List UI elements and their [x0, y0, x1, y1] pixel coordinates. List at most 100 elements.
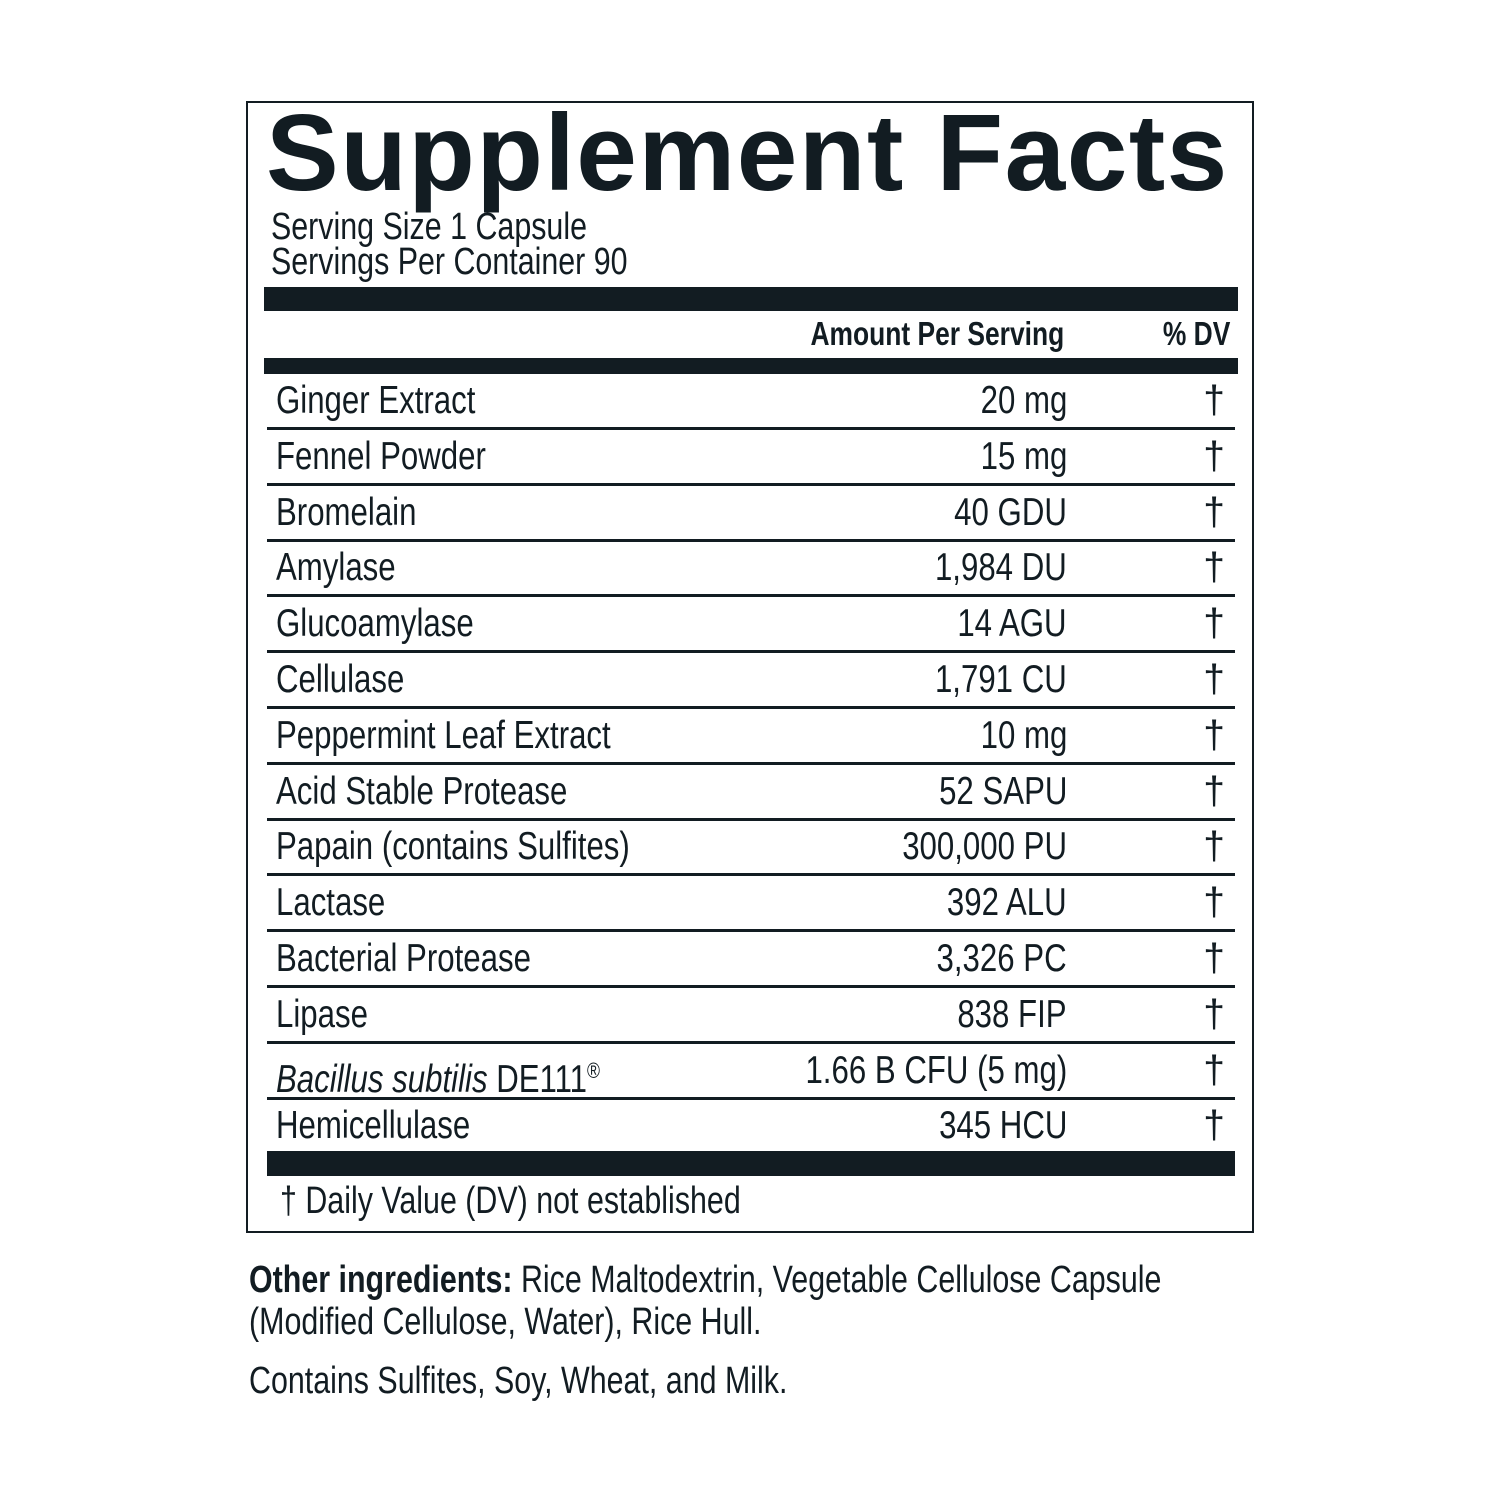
ingredient-name-italic: Bacillus subtilis [276, 1057, 488, 1101]
dagger-dv-mark: † [1203, 658, 1225, 701]
row-divider [267, 427, 1235, 430]
dagger-dv-mark: † [1203, 825, 1225, 869]
panel-title: Supplement Facts [266, 92, 1229, 214]
ingredient-name-text: Hemicellulase [276, 1104, 471, 1148]
other-ingredients-continued: (Modified Cellulose, Water), Rice Hull. [249, 1301, 890, 1343]
row-divider [267, 538, 1235, 542]
ingredient-amount: 300,000 PU [861, 826, 1067, 868]
ingredient-amount: 10 mg [959, 713, 1067, 757]
ingredient-name: Lactase [276, 882, 413, 924]
ingredient-name-text: DE111 [487, 1057, 587, 1101]
ingredient-name: Amylase [276, 547, 426, 589]
ingredient-name: Ginger Extract [276, 380, 525, 422]
other-ingredients-label: Other ingredients: [249, 1259, 513, 1301]
ingredient-name-text: Lactase [276, 881, 386, 925]
ingredient-name-text: Cellulase [276, 658, 405, 701]
serving-size-text: Serving Size 1 Capsule [271, 206, 587, 248]
thick-divider-top [264, 287, 1238, 311]
ingredient-row: Bromelain 40 GDU † [267, 486, 1235, 542]
ingredient-name-text: Papain (contains Sulfites) [276, 825, 630, 869]
ingredient-name-text: Acid Stable Protease [276, 769, 568, 813]
ingredient-row: Ginger Extract 20 mg † [267, 374, 1235, 430]
registered-mark: ® [586, 1057, 600, 1083]
amount-text: 14 AGU [957, 602, 1067, 646]
ingredient-name: Peppermint Leaf Extract [276, 713, 694, 757]
ingredient-row: Papain (contains Sulfites) 300,000 PU † [267, 820, 1235, 877]
supplement-facts-panel [246, 101, 1254, 1233]
ingredient-name: Bromelain [276, 490, 452, 534]
dagger-dv-mark: † [1203, 1048, 1225, 1092]
ingredient-name: Lipase [276, 993, 391, 1036]
ingredient-name: Fennel Powder [276, 435, 538, 478]
ingredient-amount: 14 AGU [930, 603, 1067, 645]
ingredient-row: Lipase 838 FIP † [267, 988, 1235, 1044]
ingredient-name: Glucoamylase [276, 603, 523, 645]
amount-text: 1,984 DU [935, 546, 1067, 590]
amount-header-text: Amount Per Serving [810, 315, 1064, 352]
ingredient-row: Glucoamylase 14 AGU † [267, 597, 1235, 654]
ingredient-name-text: Amylase [276, 546, 396, 590]
amount-text: 345 HCU [938, 1104, 1067, 1148]
row-divider [267, 873, 1235, 877]
dagger-dv-mark: † [1203, 992, 1225, 1036]
ingredient-name: Papain (contains Sulfites) [276, 826, 718, 868]
amount-text: 10 mg [980, 713, 1067, 757]
amount-text: 1,791 CU [935, 658, 1067, 701]
dagger-dv-mark: † [1203, 546, 1225, 590]
ingredient-row: Bacterial Protease 3,326 PC † [267, 932, 1235, 988]
ingredient-amount: 15 mg [959, 434, 1067, 478]
ingredient-name: Bacterial Protease [276, 938, 595, 980]
ingredient-amount: 838 FIP [930, 992, 1067, 1036]
other-ingredients-line1: Rice Maltodextrin, Vegetable Cellulose C… [512, 1259, 1162, 1301]
amount-text: 52 SAPU [938, 769, 1067, 813]
ingredient-amount: 52 SAPU [907, 769, 1067, 813]
serving-size: Serving Size 1 Capsule [271, 208, 666, 246]
amount-text: 3,326 PC [936, 937, 1067, 980]
ingredient-row: Lactase 392 ALU † [267, 876, 1235, 933]
ingredient-row: Acid Stable Protease 52 SAPU † [267, 765, 1235, 821]
allergen-statement: Contains Sulfites, Soy, Wheat, and Milk. [249, 1360, 922, 1402]
footnote: † Daily Value (DV) not established [280, 1180, 856, 1222]
ingredient-name-text: Bromelain [276, 490, 417, 534]
amount-text: 838 FIP [957, 992, 1067, 1036]
dagger-dv-mark: † [1203, 1104, 1225, 1148]
ingredient-amount: 345 HCU [907, 1105, 1067, 1147]
ingredient-amount: 1.66 B CFU (5 mg) [740, 1048, 1067, 1092]
ingredient-amount: 40 GDU [926, 490, 1067, 534]
ingredient-name: Cellulase [276, 659, 436, 701]
dagger-dv-mark: † [1203, 379, 1225, 422]
dagger-dv-mark: † [1203, 434, 1225, 478]
ingredient-row: Fennel Powder 15 mg † [267, 430, 1235, 486]
amount-text: 40 GDU [954, 490, 1067, 534]
ingredient-name: Acid Stable Protease [276, 769, 640, 813]
row-divider [267, 1040, 1235, 1044]
ingredient-row: Amylase 1,984 DU † [267, 541, 1235, 598]
row-divider [267, 650, 1235, 654]
dagger-dv-mark: † [1203, 602, 1225, 646]
ingredient-name-text: Peppermint Leaf Extract [276, 713, 611, 757]
amount-text: 15 mg [980, 434, 1067, 478]
ingredient-amount: 1,984 DU [902, 547, 1067, 589]
amount-text: 392 ALU [947, 881, 1067, 925]
dagger-dv-mark: † [1203, 769, 1225, 813]
ingredient-name: Bacillus subtilis DE111® [276, 1050, 681, 1101]
ingredient-amount: 392 ALU [917, 882, 1067, 924]
amount-text: 300,000 PU [902, 825, 1067, 869]
row-divider [267, 929, 1235, 933]
dagger-dv-mark: † [1203, 490, 1225, 534]
ingredient-row: Hemicellulase 345 HCU † [267, 1099, 1235, 1155]
ingredient-name-text: Glucoamylase [276, 602, 474, 646]
row-divider [267, 594, 1235, 598]
dagger-dv-mark: † [1203, 937, 1225, 980]
row-divider [267, 817, 1235, 821]
dagger-dv-mark: † [1203, 881, 1225, 925]
footnote-text: † Daily Value (DV) not established [280, 1180, 741, 1222]
other-ingredients: Other ingredients: Rice Maltodextrin, Ve… [249, 1259, 1390, 1301]
row-divider [267, 482, 1235, 486]
ingredient-amount: 1,791 CU [902, 659, 1067, 701]
row-divider [267, 706, 1235, 709]
amount-text: 1.66 B CFU (5 mg) [805, 1048, 1067, 1092]
ingredient-name-text: Ginger Extract [276, 379, 476, 422]
ingredient-row: Peppermint Leaf Extract 10 mg † [267, 709, 1235, 765]
ingredient-row: Cellulase 1,791 CU † [267, 653, 1235, 709]
